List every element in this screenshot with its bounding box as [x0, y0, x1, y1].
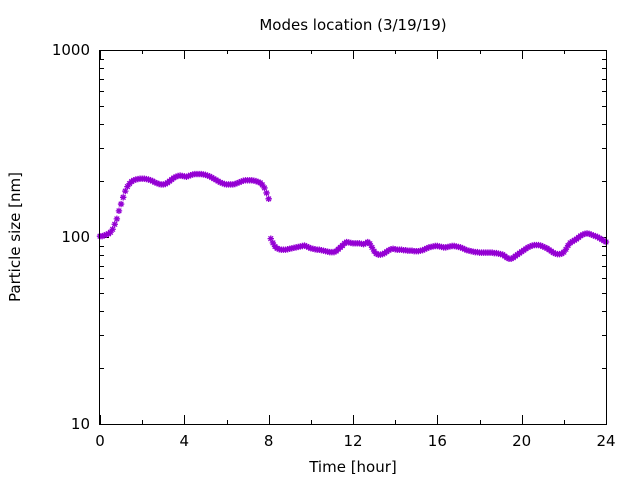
data-point: [238, 178, 245, 185]
y-axis: 10 100 1000: [52, 41, 606, 433]
data-point: [113, 215, 121, 223]
data-point: [183, 173, 190, 180]
data-point: [372, 250, 380, 257]
data-point: [109, 226, 116, 233]
x-tick-label: 8: [264, 432, 274, 450]
data-point: [301, 242, 308, 249]
y-tick-label: 1000: [52, 41, 90, 59]
data-point: [562, 246, 570, 253]
data-point: [550, 249, 557, 256]
data-point: [265, 195, 272, 203]
data-point: [235, 179, 243, 186]
data-point: [204, 172, 211, 179]
data-point: [261, 184, 268, 192]
data-point: [537, 242, 544, 249]
data-point: [101, 232, 108, 239]
data-point: [366, 240, 374, 247]
data-point: [423, 245, 430, 252]
y-axis-label: Particle size [nm]: [6, 172, 24, 302]
data-point: [259, 181, 266, 189]
data-point: [503, 254, 511, 261]
data-point: [457, 244, 464, 251]
data-point: [103, 231, 110, 238]
x-tick-label: 4: [180, 432, 190, 450]
data-point: [379, 250, 386, 258]
x-axis: 0 4 8 12 16 20 24: [95, 50, 616, 450]
data-point: [273, 245, 281, 252]
data-point: [588, 231, 595, 238]
data-point: [98, 232, 106, 240]
plot-frame: [99, 50, 607, 425]
data-point: [115, 207, 123, 215]
data-point: [185, 172, 192, 180]
data-point: [507, 255, 515, 262]
x-tick-label: 12: [343, 432, 362, 450]
data-point: [564, 242, 572, 249]
data-point: [419, 246, 426, 254]
data-point: [147, 177, 154, 184]
data-point: [130, 177, 137, 184]
data-point: [153, 179, 161, 187]
data-point: [263, 189, 270, 197]
data-point: [459, 245, 466, 252]
data-point: [151, 179, 159, 186]
data-point: [590, 232, 597, 239]
data-point: [461, 246, 468, 253]
data-point: [216, 179, 224, 186]
data-point: [208, 174, 215, 181]
data-point: [187, 172, 194, 179]
chart-title: Modes location (3/19/19): [259, 16, 446, 34]
data-point: [368, 244, 376, 251]
data-point: [107, 229, 114, 236]
data-point: [254, 178, 262, 186]
data-point: [219, 179, 226, 187]
data-point: [585, 230, 593, 238]
x-tick-label: 20: [512, 432, 531, 450]
data-point: [124, 183, 131, 190]
data-point: [560, 248, 568, 256]
data-point: [170, 174, 177, 182]
data-point: [233, 179, 241, 187]
data-point: [111, 221, 118, 228]
data-point: [305, 244, 312, 251]
data-point: [360, 241, 367, 248]
data-point: [330, 248, 338, 256]
y-tick-label: 100: [61, 228, 90, 246]
data-point: [117, 200, 125, 208]
data-point: [172, 173, 180, 180]
data-point: [541, 244, 549, 251]
data-point: [303, 243, 310, 250]
data-point: [592, 232, 599, 240]
data-point: [145, 176, 152, 183]
data-point: [267, 235, 274, 242]
data-point: [119, 194, 127, 201]
data-point: [206, 173, 213, 180]
data-point: [231, 180, 239, 188]
data-point: [269, 239, 277, 247]
data-point: [526, 243, 534, 250]
x-tick-label: 16: [428, 432, 447, 450]
x-tick-label: 24: [596, 432, 615, 450]
data-point: [202, 171, 209, 179]
data-point: [524, 244, 532, 251]
data-point: [122, 187, 129, 195]
data-points: [96, 170, 610, 262]
data-point: [539, 243, 546, 250]
x-axis-label: Time [hour]: [308, 458, 397, 476]
data-point: [579, 231, 587, 238]
x-tick-label: 0: [95, 432, 105, 450]
data-point: [252, 177, 260, 185]
y-tick-label: 10: [71, 415, 90, 433]
data-point: [385, 246, 393, 254]
data-point: [421, 246, 428, 253]
